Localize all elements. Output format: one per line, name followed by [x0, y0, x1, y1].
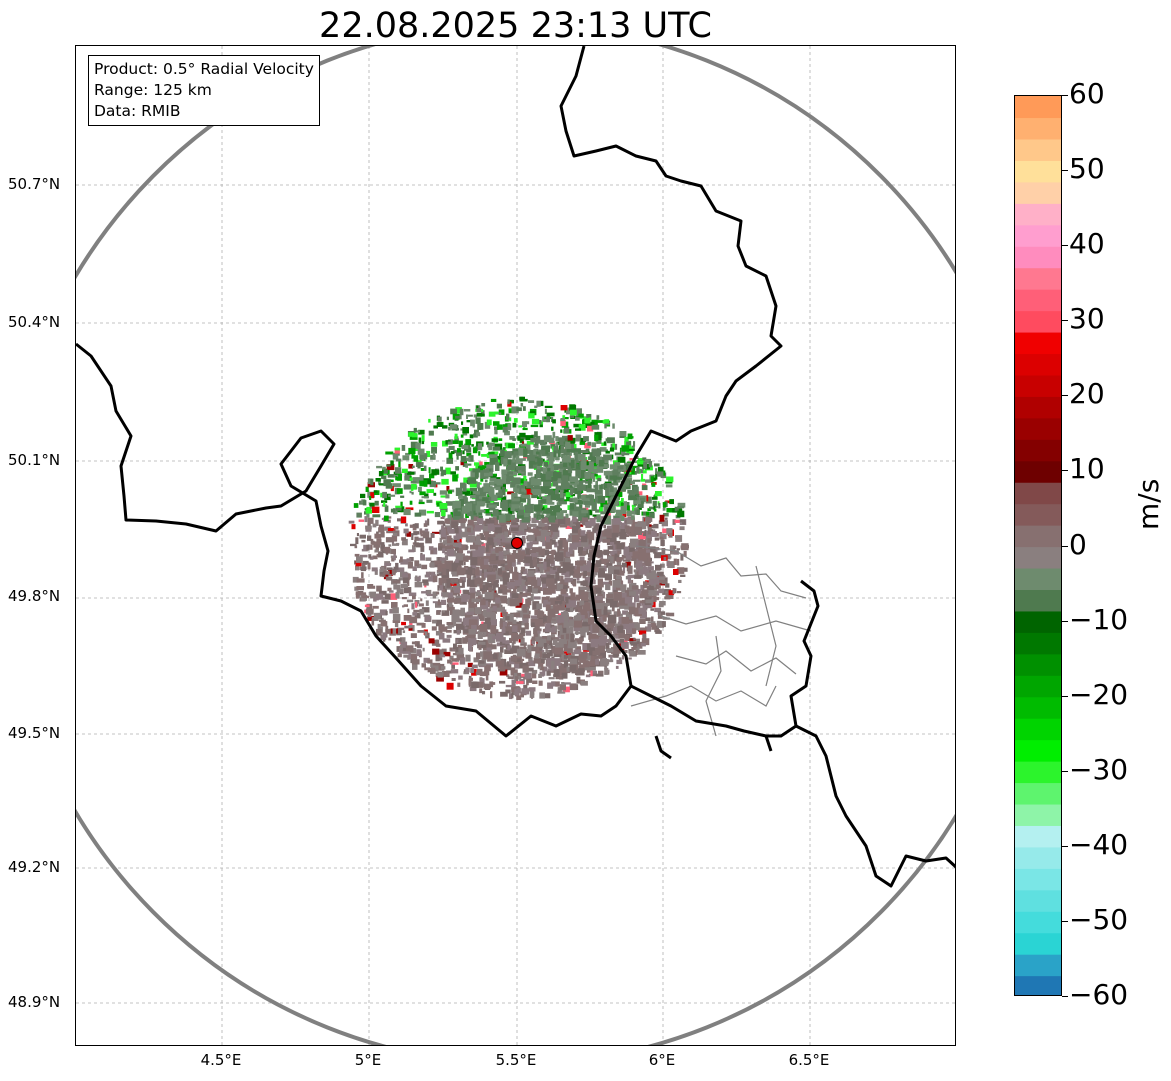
colorbar-band	[1015, 782, 1061, 805]
colorbar-band	[1015, 589, 1061, 612]
colorbar-band	[1015, 181, 1061, 204]
data-source-label: Data: RMIB	[94, 102, 181, 120]
lat-label-49-2: 49.2°N	[8, 858, 61, 876]
colorbar-tick-mark	[1062, 996, 1068, 997]
colorbar-band	[1015, 846, 1061, 869]
lat-label-50-7: 50.7°N	[8, 175, 61, 193]
colorbar-tick-mark	[1062, 696, 1068, 697]
colorbar-band	[1015, 331, 1061, 355]
colorbar-tick-mark	[1062, 846, 1068, 847]
colorbar-tick-label: 10	[1069, 452, 1105, 485]
range-label: Range: 125 km	[94, 81, 212, 99]
colorbar-tick-label: 60	[1069, 77, 1105, 110]
product-label: Product: 0.5° Radial Velocity	[94, 60, 314, 78]
colorbar-tick-mark	[1062, 621, 1068, 622]
colorbar-band	[1015, 224, 1061, 247]
lat-label-49-5: 49.5°N	[8, 724, 61, 742]
colorbar-band	[1015, 267, 1061, 290]
colorbar-band	[1015, 460, 1061, 483]
lon-label-5-5: 5.5°E	[495, 1051, 537, 1069]
colorbar-tick-mark	[1062, 470, 1068, 471]
colorbar-tick-label: −40	[1069, 828, 1129, 861]
colorbar-band	[1015, 632, 1061, 655]
lat-label-50-4: 50.4°N	[8, 313, 61, 331]
colorbar-tick-label: −60	[1069, 978, 1129, 1011]
colorbar-band	[1015, 96, 1061, 119]
lat-label-49-8: 49.8°N	[8, 587, 61, 605]
lon-label-5: 5°E	[354, 1051, 382, 1069]
map-title: 22.08.2025 23:13 UTC	[319, 6, 712, 46]
gridlines	[76, 46, 955, 1045]
colorbar-band	[1015, 289, 1061, 312]
colorbar-tick-label: 30	[1069, 302, 1105, 335]
colorbar-band	[1015, 911, 1061, 934]
colorbar-tick-label: 20	[1069, 377, 1105, 410]
colorbar-band	[1015, 825, 1061, 848]
colorbar-band	[1015, 868, 1061, 891]
lon-label-4-5: 4.5°E	[200, 1051, 242, 1069]
internal-boundaries	[630, 545, 812, 737]
colorbar-tick-mark	[1062, 395, 1068, 396]
colorbar-band	[1015, 567, 1061, 590]
radar-map-canvas	[76, 46, 955, 1045]
lat-label-50-1: 50.1°N	[8, 451, 61, 469]
product-info-box: Product: 0.5° Radial Velocity Range: 125…	[88, 55, 320, 126]
colorbar-band	[1015, 396, 1061, 419]
colorbar-band	[1015, 675, 1061, 698]
colorbar-band	[1015, 653, 1061, 676]
colorbar-band	[1015, 739, 1061, 762]
colorbar-band	[1015, 610, 1061, 633]
colorbar-band	[1015, 310, 1061, 333]
colorbar-tick-mark	[1062, 170, 1068, 171]
colorbar-band	[1015, 932, 1061, 955]
radar-site-marker	[511, 537, 523, 549]
colorbar-tick-mark	[1062, 320, 1068, 321]
radar-map[interactable]	[75, 45, 956, 1046]
colorbar-band	[1015, 160, 1061, 183]
colorbar-band	[1015, 525, 1061, 548]
velocity-echoes	[348, 396, 689, 700]
colorbar-band	[1015, 975, 1061, 995]
colorbar-band	[1015, 482, 1061, 505]
lon-label-6: 6°E	[648, 1051, 676, 1069]
colorbar-band	[1015, 954, 1061, 977]
colorbar-tick-mark	[1062, 921, 1068, 922]
colorbar-band	[1015, 374, 1061, 397]
colorbar-band	[1015, 503, 1061, 526]
colorbar-band	[1015, 439, 1061, 462]
colorbar-gradient	[1015, 96, 1061, 995]
colorbar-band	[1015, 696, 1061, 719]
colorbar-band	[1015, 803, 1061, 826]
velocity-colorbar	[1014, 95, 1062, 996]
colorbar-tick-label: 50	[1069, 152, 1105, 185]
colorbar-band	[1015, 246, 1061, 269]
colorbar-band	[1015, 203, 1061, 226]
colorbar-tick-label: −10	[1069, 603, 1129, 636]
colorbar-tick-label: 40	[1069, 227, 1105, 260]
colorbar-tick-label: −20	[1069, 678, 1129, 711]
colorbar-tick-mark	[1062, 245, 1068, 246]
colorbar-band	[1015, 117, 1061, 140]
colorbar-band	[1015, 353, 1061, 376]
national-borders	[76, 46, 955, 888]
colorbar-band	[1015, 138, 1061, 161]
colorbar-tick-mark	[1062, 546, 1068, 547]
colorbar-band	[1015, 718, 1061, 741]
colorbar-band	[1015, 417, 1061, 440]
colorbar-unit-label: m/s	[1132, 478, 1165, 530]
colorbar-tick-label: −30	[1069, 753, 1129, 786]
lon-label-6-5: 6.5°E	[788, 1051, 830, 1069]
colorbar-band	[1015, 889, 1061, 912]
colorbar-tick-label: −50	[1069, 903, 1129, 936]
colorbar-tick-label: 0	[1069, 528, 1087, 561]
lat-label-48-9: 48.9°N	[8, 993, 61, 1011]
colorbar-tick-mark	[1062, 771, 1068, 772]
colorbar-band	[1015, 761, 1061, 784]
colorbar-tick-mark	[1062, 95, 1068, 96]
colorbar-band	[1015, 546, 1061, 569]
